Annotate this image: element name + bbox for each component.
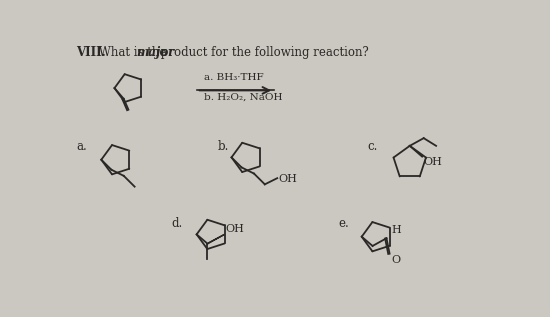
- Text: major: major: [136, 46, 174, 59]
- Text: c.: c.: [367, 140, 377, 153]
- Text: a.: a.: [76, 140, 87, 153]
- Text: What is the: What is the: [95, 46, 170, 59]
- Text: a. BH₃·THF: a. BH₃·THF: [205, 73, 264, 82]
- Text: d.: d.: [171, 217, 182, 230]
- Text: OH: OH: [226, 223, 244, 234]
- Text: O: O: [391, 255, 400, 265]
- Text: b. H₂O₂, NaOH: b. H₂O₂, NaOH: [205, 93, 283, 102]
- Text: e.: e.: [338, 217, 349, 230]
- Text: OH: OH: [423, 157, 442, 167]
- Text: product for the following reaction?: product for the following reaction?: [157, 46, 369, 59]
- Text: VIII.: VIII.: [76, 46, 106, 59]
- Text: b.: b.: [218, 140, 229, 153]
- Text: H: H: [391, 225, 401, 235]
- Text: OH: OH: [279, 174, 298, 184]
- Polygon shape: [207, 234, 224, 244]
